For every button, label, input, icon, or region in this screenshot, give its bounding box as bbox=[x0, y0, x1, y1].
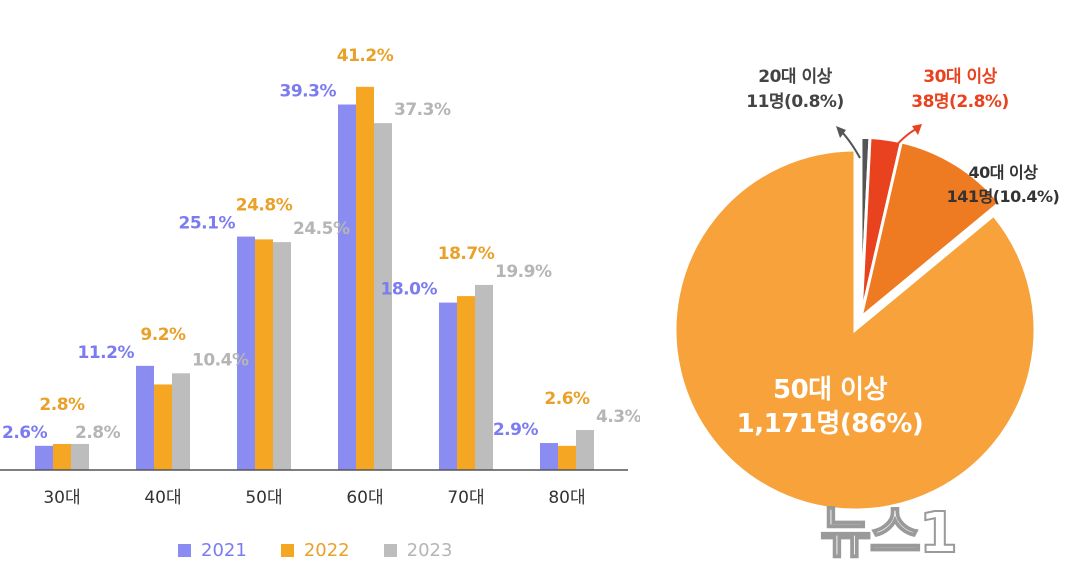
legend-item-2023: 2023 bbox=[383, 540, 453, 561]
bar-2023-5 bbox=[576, 430, 594, 470]
bar-2022-4 bbox=[457, 296, 475, 470]
legend-label-2021: 2021 bbox=[201, 540, 247, 561]
legend-item-2021: 2021 bbox=[178, 540, 247, 561]
data-label-2022: 41.2% bbox=[337, 46, 394, 66]
bar-2023-0 bbox=[71, 443, 89, 470]
arrow-30s-head bbox=[912, 124, 922, 135]
bar-chart-legend: 2021 2022 2023 bbox=[178, 540, 452, 561]
bar-2022-0 bbox=[53, 443, 71, 470]
legend-item-2022: 2022 bbox=[280, 540, 350, 561]
data-label-2023: 2.8% bbox=[75, 423, 121, 443]
bar-2023-3 bbox=[374, 123, 392, 471]
x-tick-label: 80대 bbox=[548, 488, 585, 508]
data-label-2021: 39.3% bbox=[280, 82, 337, 102]
data-label-2023: 19.9% bbox=[495, 262, 552, 282]
data-label-2021: 25.1% bbox=[179, 214, 236, 234]
legend-swatch-2022 bbox=[280, 544, 294, 557]
data-label-2022: 2.8% bbox=[39, 395, 85, 415]
data-label-2021: 2.9% bbox=[493, 420, 539, 440]
x-tick-label: 70대 bbox=[447, 488, 484, 508]
pie-slice-3 bbox=[673, 148, 1037, 510]
bar-2022-2 bbox=[255, 239, 273, 470]
data-label-2021: 11.2% bbox=[78, 343, 135, 363]
bar-2021-4 bbox=[439, 302, 457, 470]
data-label-2022: 2.6% bbox=[544, 389, 590, 409]
data-label-2021: 18.0% bbox=[381, 280, 438, 300]
x-tick-label: 30대 bbox=[43, 488, 80, 508]
data-label-2022: 18.7% bbox=[438, 244, 495, 264]
pie-label-count: 11명(0.8%) bbox=[746, 92, 844, 112]
news1-watermark: 뉴스1 bbox=[819, 500, 959, 567]
data-label-2022: 24.8% bbox=[236, 196, 293, 216]
pie-slice-2 bbox=[858, 140, 1002, 322]
pie-label-count: 1,171명(86%) bbox=[737, 409, 924, 439]
legend-swatch-2023 bbox=[383, 544, 397, 557]
pie-label-count: 141명(10.4%) bbox=[947, 187, 1060, 206]
pie-chart: 20대 이상 11명(0.8%) 30대 이상 38명(2.8%) 40대 이상 141명… bbox=[673, 67, 1060, 510]
pie-label-category: 50대 이상 bbox=[773, 375, 888, 405]
bar-chart: 30대 40대 50대 60대 70대 80대 2.6% 2.8% 2.8% 11.2%9.2% 1… bbox=[0, 46, 640, 508]
data-label-2023: 37.3% bbox=[394, 100, 451, 120]
bar-2021-2 bbox=[237, 236, 255, 470]
data-label-2022: 9.2% bbox=[140, 325, 186, 345]
bar-2022-1 bbox=[154, 384, 172, 470]
pie-label-category: 40대 이상 bbox=[969, 163, 1039, 182]
bar-2021-1 bbox=[136, 365, 154, 470]
data-label-2023: 24.5% bbox=[293, 219, 350, 239]
bar-2021-0 bbox=[35, 445, 53, 470]
bar-2022-5 bbox=[558, 445, 576, 470]
arrow-20s-head bbox=[836, 126, 846, 138]
bar-2021-5 bbox=[540, 443, 558, 470]
data-label-2023: 4.3% bbox=[596, 407, 640, 427]
legend-label-2022: 2022 bbox=[303, 540, 350, 561]
pie-label-category: 30대 이상 bbox=[923, 67, 997, 87]
bar-2023-2 bbox=[273, 242, 291, 470]
bar-2022-3 bbox=[356, 86, 374, 470]
bar-2023-4 bbox=[475, 284, 493, 470]
x-tick-label: 40대 bbox=[144, 488, 181, 508]
bar-2023-1 bbox=[172, 373, 190, 470]
bar-2021-3 bbox=[338, 104, 356, 470]
legend-label-2023: 2023 bbox=[406, 540, 453, 561]
pie-label-count: 38명(2.8%) bbox=[911, 92, 1009, 112]
pie-label-category: 20대 이상 bbox=[758, 67, 832, 87]
data-label-2021: 2.6% bbox=[2, 423, 48, 443]
x-tick-label: 60대 bbox=[346, 488, 383, 508]
x-tick-label: 50대 bbox=[245, 488, 282, 508]
data-label-2023: 10.4% bbox=[192, 350, 249, 370]
legend-swatch-2021 bbox=[178, 544, 191, 557]
